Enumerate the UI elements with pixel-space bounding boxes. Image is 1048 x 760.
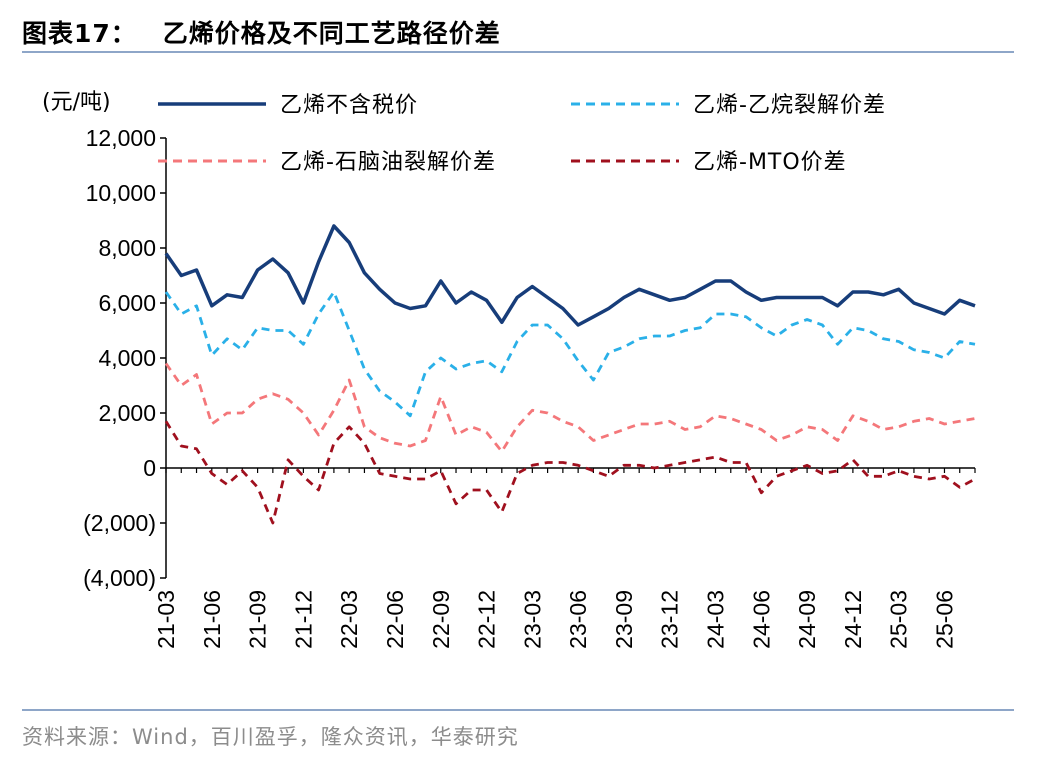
series-line-3 [164,362,976,453]
x-tick-label: 25-06 [931,590,957,649]
y-tick-label: (2,000) [83,510,156,536]
x-tick-label: 21-12 [290,590,316,649]
x-tick-label: 24-06 [748,590,774,649]
legend-label: 乙烯-乙烷裂解价差 [693,93,886,118]
title-divider [22,51,1014,53]
figure-title-text: 乙烯价格及不同工艺路径价差 [162,19,501,48]
y-tick-label: 8,000 [98,235,156,261]
x-tick-label: 25-03 [886,590,912,649]
series-lines [164,224,976,525]
figure-number: 图表17： [22,19,137,48]
y-tick-label: 4,000 [98,345,156,371]
x-tick-label: 23-06 [565,590,591,649]
x-tick-label: 22-06 [382,590,408,649]
series-line-4 [164,420,976,525]
unit-label: (元/吨) [42,90,111,115]
x-tick-label: 23-03 [519,590,545,649]
x-axis-ticks: 21-03 21-06 21-09 21-12 22-03 22-06 22-09 22-12… [153,468,976,649]
y-axis-ticks: (4,000) (2,000) 0 2,000 4,000 6,000 8,000 10,00… [83,125,166,591]
x-tick-label: 24-03 [703,590,729,649]
x-tick-label: 22-09 [428,590,454,649]
x-tick-label: 24-12 [840,590,866,649]
x-tick-label: 23-09 [611,590,637,649]
line-chart: (4,000) (2,000) 0 2,000 4,000 6,000 8,000 10,00… [42,90,976,649]
footer-divider [22,709,1014,711]
y-tick-label: (4,000) [83,565,156,591]
source-note: 资料来源：Wind，百川盈孚，隆众资讯，华泰研究 [22,725,519,749]
y-tick-label: 0 [143,455,156,481]
legend-label: 乙烯不含税价 [280,93,418,118]
x-tick-label: 21-03 [153,590,179,649]
y-tick-label: 12,000 [86,125,156,151]
figure-title: 图表17： 乙烯价格及不同工艺路径价差 [22,14,501,50]
x-tick-label: 24-09 [794,590,820,649]
series-line-1 [164,224,976,327]
x-tick-label: 22-03 [336,590,362,649]
y-tick-label: 2,000 [98,400,156,426]
series-line-2 [164,290,976,418]
x-tick-label: 21-09 [245,590,271,649]
y-tick-label: 10,000 [86,180,156,206]
y-tick-label: 6,000 [98,290,156,316]
x-tick-label: 22-12 [474,590,500,649]
x-tick-label: 23-12 [657,590,683,649]
legend-label: 乙烯-石脑油裂解价差 [280,150,496,175]
x-tick-label: 21-06 [199,590,225,649]
legend-label: 乙烯-MTO价差 [693,150,847,175]
chart-axes [165,138,975,578]
